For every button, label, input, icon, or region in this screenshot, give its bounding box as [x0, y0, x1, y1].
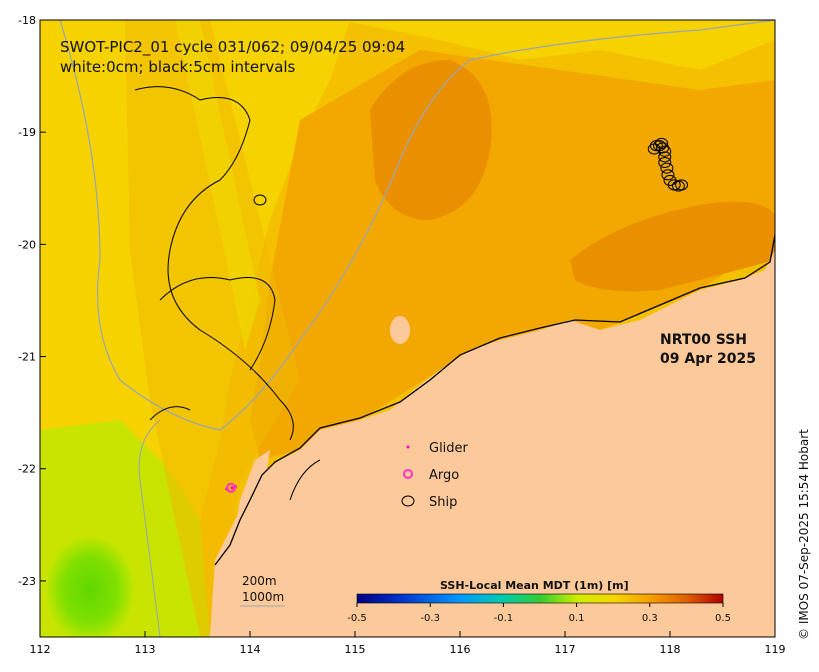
argo-legend-icon [403, 469, 413, 479]
colorbar-tick-label: 0.3 [642, 613, 658, 624]
colorbar-gradient [356, 593, 724, 604]
product-date: 09 Apr 2025 [660, 351, 756, 367]
lon-tick-label: 114 [240, 643, 261, 656]
swot-swath-inner [175, 20, 260, 350]
lon-tick-label: 119 [765, 643, 786, 656]
colorbar-tick-label: 0.1 [569, 613, 585, 624]
ssh-contour-3 [149, 406, 191, 421]
contour-1000m [138, 419, 161, 637]
ship-marker [658, 156, 672, 168]
plot-border [39, 19, 776, 638]
credit: © IMOS 07-Sep-2025 15:54 Hobart [797, 429, 811, 640]
ssh-contour-1 [134, 86, 294, 441]
lat-tick-label: -21 [18, 351, 36, 364]
glider-marker [230, 486, 234, 490]
platform-legend: Glider Argo Ship [401, 441, 469, 510]
land-island [390, 316, 410, 344]
argo-points [226, 482, 237, 493]
colorbar-tick-label: -0.5 [347, 613, 367, 624]
product-name: NRT00 SSH [660, 332, 747, 348]
lon-axis: 112 113 114 115 116 117 118 119 [30, 631, 786, 656]
sea-green-blob [45, 535, 135, 637]
sea-dark-patch [370, 60, 492, 220]
lat-axis: -18 -19 -20 -21 -22 -23 [18, 14, 46, 588]
ssh-contour-4 [289, 459, 321, 501]
ship-marker [658, 145, 672, 157]
ship-legend-icon [401, 495, 415, 507]
lon-tick-label: 113 [135, 643, 156, 656]
map-field [40, 20, 775, 637]
colorbar-tick-label: -0.1 [494, 613, 514, 624]
ship-marker [655, 137, 669, 149]
ship-marker [660, 162, 674, 174]
ship-marker [661, 169, 675, 181]
contour-200m [59, 20, 775, 431]
coastline [214, 234, 775, 566]
ship-legend-label: Ship [429, 495, 457, 510]
ship-marker [647, 143, 661, 155]
scale-label-1000m: 1000m [242, 590, 284, 604]
sea-dark-patch-east [570, 201, 775, 292]
glider-legend-icon [406, 445, 410, 449]
lon-tick-label: 112 [30, 643, 51, 656]
colorbar-tick-label: 0.5 [715, 613, 731, 624]
ship-marker [675, 179, 689, 191]
lat-tick-label: -20 [18, 238, 36, 251]
lon-tick-label: 118 [660, 643, 681, 656]
map-title-line1: SWOT-PIC2_01 cycle 031/062; 09/04/25 09:… [60, 38, 405, 57]
glider-legend-label: Glider [429, 441, 469, 456]
ssh-contour-5 [253, 194, 267, 206]
colorbar-tick-label: -0.3 [420, 613, 440, 624]
argo-marker [226, 482, 237, 493]
argo-legend-label: Argo [429, 468, 459, 483]
ship-track [647, 137, 689, 192]
swot-swath [125, 20, 300, 637]
ssh-contour-2 [159, 277, 276, 371]
colorbar: SSH-Local Mean MDT (1m) [m] -0.5 -0.3 -0.1… [347, 579, 731, 624]
lat-tick-label: -18 [18, 14, 36, 27]
lat-tick-label: -23 [18, 575, 36, 588]
lat-tick-label: -19 [18, 126, 36, 139]
land [210, 250, 775, 637]
colorbar-title: SSH-Local Mean MDT (1m) [m] [440, 579, 629, 592]
lon-tick-label: 116 [450, 643, 471, 656]
lon-tick-label: 117 [555, 643, 576, 656]
colorbar-ticks: -0.5 -0.3 -0.1 0.1 0.3 0.5 [347, 603, 731, 624]
scale-label-200m: 200m [242, 574, 277, 588]
lon-tick-label: 115 [345, 643, 366, 656]
ship-marker [658, 151, 672, 163]
map-title-line2: white:0cm; black:5cm intervals [60, 58, 296, 76]
lat-tick-label: -22 [18, 463, 36, 476]
